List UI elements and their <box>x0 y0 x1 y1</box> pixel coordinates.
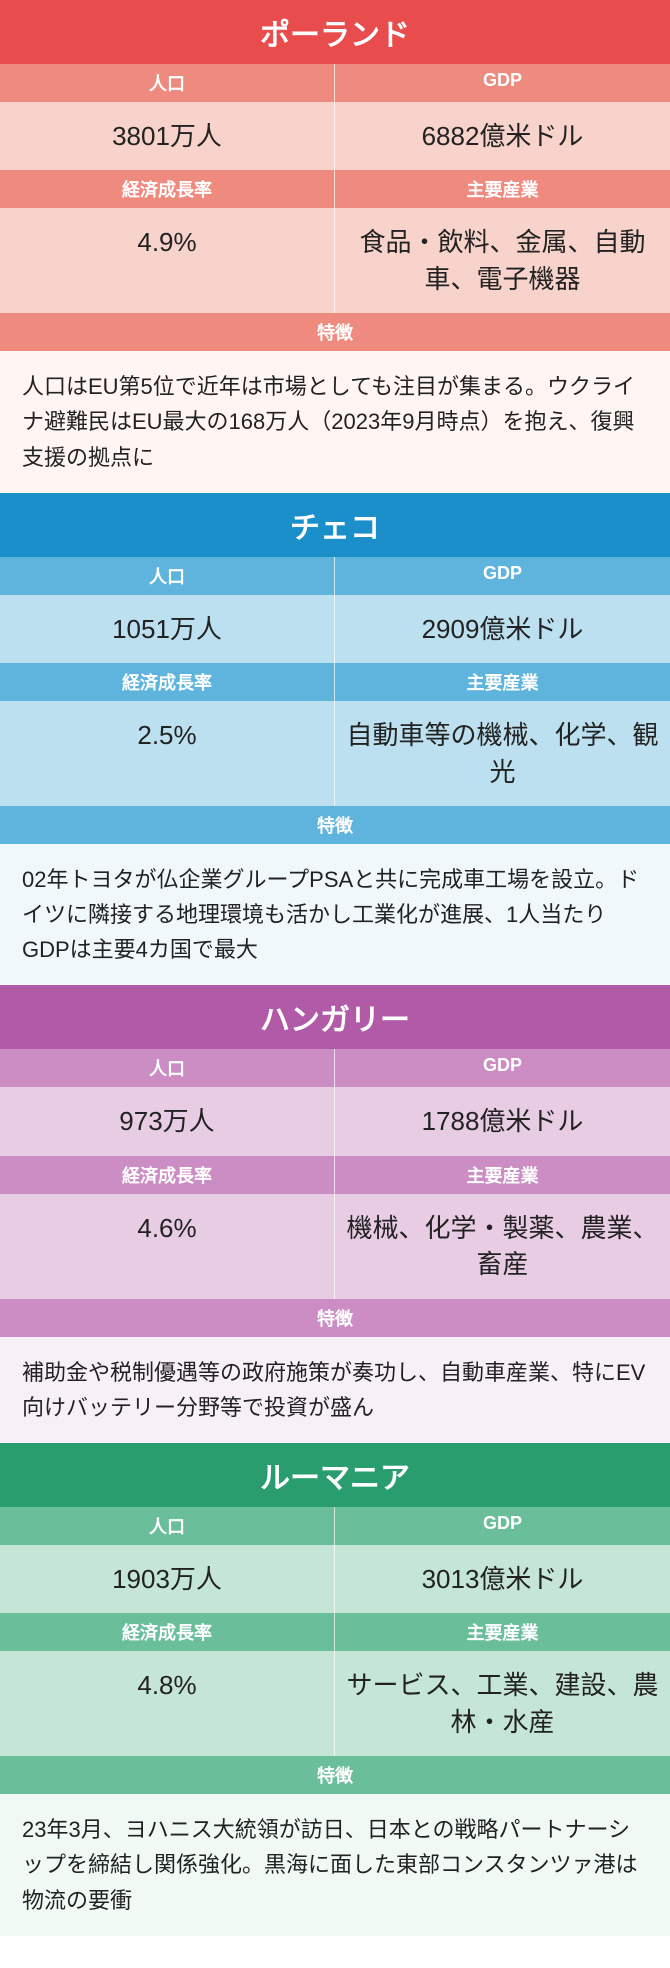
features-text: 23年3月、ヨハニス大統領が訪日、日本との戦略パートナーシップを締結し関係強化。… <box>0 1794 670 1936</box>
features-label: 特徴 <box>0 1299 670 1337</box>
industries-value: 機械、化学・製薬、農業、畜産 <box>335 1194 670 1299</box>
gdp-label: GDP <box>335 1049 670 1087</box>
features-label: 特徴 <box>0 313 670 351</box>
features-text: 補助金や税制優遇等の政府施策が奏功し、自動車産業、特にEV向けバッテリー分野等で… <box>0 1337 670 1443</box>
features-text: 人口はEU第5位で近年は市場としても注目が集まる。ウクライナ避難民はEU最大の1… <box>0 351 670 493</box>
country-block: ハンガリー 人口 GDP 973万人 1788億米ドル 経済成長率 主要産業 4… <box>0 985 670 1443</box>
country-title: ポーランド <box>0 0 670 64</box>
features-label: 特徴 <box>0 806 670 844</box>
gdp-label: GDP <box>335 64 670 102</box>
population-label: 人口 <box>0 64 335 102</box>
gdp-label: GDP <box>335 557 670 595</box>
growth-value: 2.5% <box>0 701 335 806</box>
industries-label: 主要産業 <box>335 1156 670 1194</box>
gdp-value: 1788億米ドル <box>335 1087 670 1155</box>
infographic-root: ポーランド 人口 GDP 3801万人 6882億米ドル 経済成長率 主要産業 … <box>0 0 670 1936</box>
population-value: 1051万人 <box>0 595 335 663</box>
growth-label: 経済成長率 <box>0 1613 335 1651</box>
growth-label: 経済成長率 <box>0 170 335 208</box>
gdp-value: 3013億米ドル <box>335 1545 670 1613</box>
growth-value: 4.6% <box>0 1194 335 1299</box>
country-title: ルーマニア <box>0 1443 670 1507</box>
gdp-value: 2909億米ドル <box>335 595 670 663</box>
population-label: 人口 <box>0 1049 335 1087</box>
industries-label: 主要産業 <box>335 170 670 208</box>
growth-value: 4.8% <box>0 1651 335 1756</box>
country-block: ポーランド 人口 GDP 3801万人 6882億米ドル 経済成長率 主要産業 … <box>0 0 670 493</box>
industries-value: サービス、工業、建設、農林・水産 <box>335 1651 670 1756</box>
gdp-value: 6882億米ドル <box>335 102 670 170</box>
country-title: ハンガリー <box>0 985 670 1049</box>
industries-value: 自動車等の機械、化学、観光 <box>335 701 670 806</box>
features-label: 特徴 <box>0 1756 670 1794</box>
country-title: チェコ <box>0 493 670 557</box>
population-value: 973万人 <box>0 1087 335 1155</box>
industries-value: 食品・飲料、金属、自動車、電子機器 <box>335 208 670 313</box>
features-text: 02年トヨタが仏企業グループPSAと共に完成車工場を設立。ドイツに隣接する地理環… <box>0 844 670 986</box>
growth-value: 4.9% <box>0 208 335 313</box>
population-label: 人口 <box>0 557 335 595</box>
growth-label: 経済成長率 <box>0 1156 335 1194</box>
industries-label: 主要産業 <box>335 1613 670 1651</box>
gdp-label: GDP <box>335 1507 670 1545</box>
country-block: ルーマニア 人口 GDP 1903万人 3013億米ドル 経済成長率 主要産業 … <box>0 1443 670 1936</box>
growth-label: 経済成長率 <box>0 663 335 701</box>
country-block: チェコ 人口 GDP 1051万人 2909億米ドル 経済成長率 主要産業 2.… <box>0 493 670 986</box>
industries-label: 主要産業 <box>335 663 670 701</box>
population-value: 1903万人 <box>0 1545 335 1613</box>
population-value: 3801万人 <box>0 102 335 170</box>
population-label: 人口 <box>0 1507 335 1545</box>
